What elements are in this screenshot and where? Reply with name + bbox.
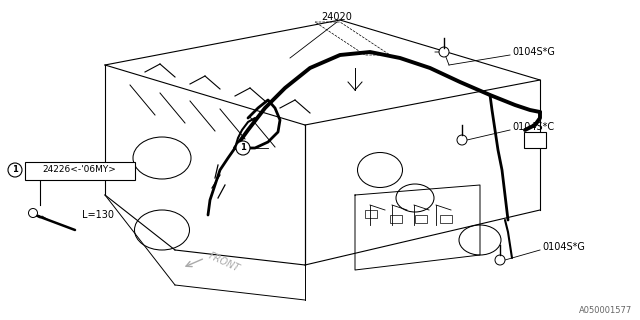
Text: FRONT: FRONT [207,251,241,274]
Circle shape [29,209,38,218]
Text: 24020: 24020 [321,12,353,22]
Text: 0104S*G: 0104S*G [542,242,585,252]
Circle shape [495,255,505,265]
Text: 0104S*G: 0104S*G [512,47,555,57]
Text: A050001577: A050001577 [579,306,632,315]
FancyBboxPatch shape [524,132,546,148]
Text: 1: 1 [240,143,246,153]
Text: 1: 1 [12,165,18,174]
Circle shape [439,47,449,57]
Circle shape [457,135,467,145]
Circle shape [236,141,250,155]
Text: 24226<-'06MY>: 24226<-'06MY> [42,165,116,174]
Text: L=130: L=130 [82,210,114,220]
Text: 0104S*C: 0104S*C [512,122,554,132]
FancyBboxPatch shape [25,162,135,180]
Circle shape [8,163,22,177]
